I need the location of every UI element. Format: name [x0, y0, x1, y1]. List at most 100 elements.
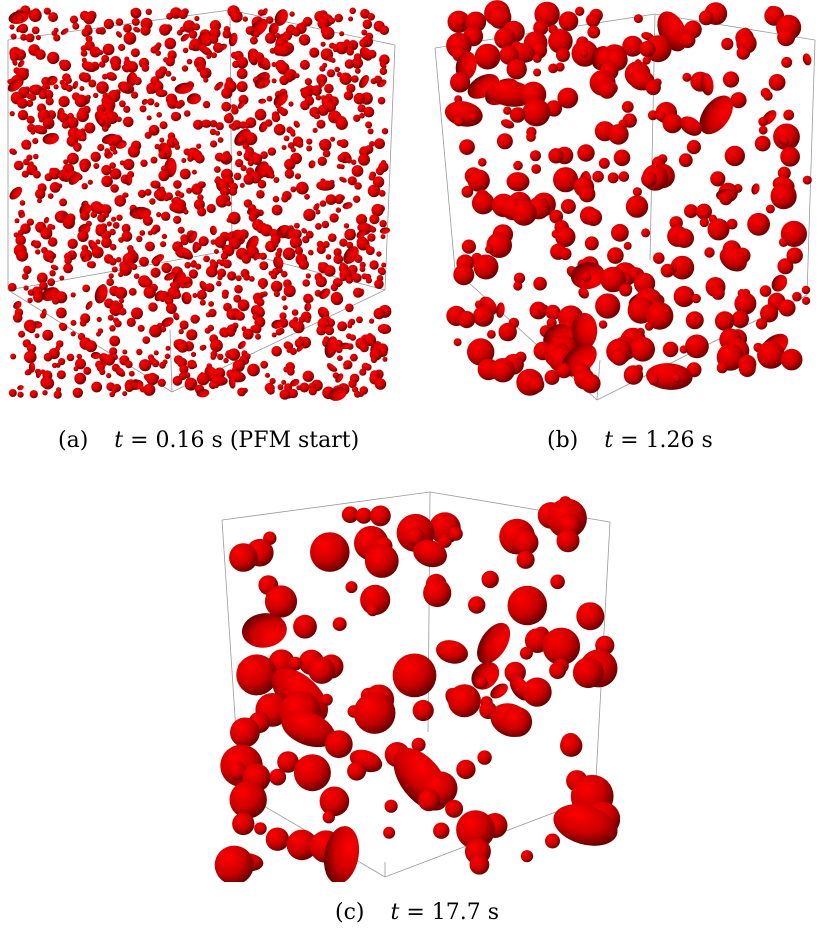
droplet [354, 255, 363, 263]
droplet [211, 52, 217, 59]
droplet [210, 339, 223, 352]
droplet [147, 230, 153, 236]
droplet [52, 362, 58, 369]
droplet [9, 186, 23, 200]
droplet [284, 158, 296, 171]
droplet [475, 676, 488, 689]
droplet [719, 247, 747, 272]
droplet [59, 198, 68, 207]
droplet [291, 309, 299, 316]
droplet [348, 379, 357, 389]
droplet [83, 12, 96, 25]
droplet [696, 203, 712, 220]
droplet [115, 31, 123, 38]
droplet [102, 125, 109, 132]
droplet [159, 24, 171, 36]
droplet [259, 57, 271, 71]
droplet [242, 328, 254, 340]
droplet [49, 270, 56, 277]
droplet [777, 28, 796, 47]
droplet [310, 532, 350, 572]
caption-b-label: (b) [547, 428, 579, 453]
droplet [236, 150, 243, 157]
droplet [721, 37, 734, 51]
droplet [217, 137, 224, 143]
droplet [678, 153, 693, 168]
droplet [47, 193, 54, 200]
droplet [42, 132, 60, 145]
droplet [196, 388, 210, 398]
droplet [381, 128, 389, 135]
droplet [520, 850, 534, 863]
droplet [254, 822, 267, 835]
droplet [123, 158, 135, 171]
droplet [349, 7, 357, 15]
droplet [461, 185, 474, 198]
droplet [370, 356, 378, 363]
droplet [17, 385, 24, 391]
droplet [252, 324, 262, 334]
droplet [108, 273, 114, 279]
droplet [371, 203, 384, 217]
droplet [271, 346, 283, 357]
droplet [356, 214, 368, 226]
droplet [273, 92, 288, 107]
droplet [118, 237, 124, 243]
droplet [365, 277, 372, 284]
droplet [79, 162, 90, 173]
droplet [770, 183, 797, 210]
droplet [777, 135, 789, 146]
droplet [199, 69, 210, 79]
droplet [229, 543, 258, 572]
droplet [380, 234, 386, 240]
droplet [156, 112, 162, 118]
droplet [369, 260, 379, 270]
droplet [277, 751, 299, 773]
droplet [164, 272, 176, 281]
droplet [81, 183, 88, 190]
droplet [560, 199, 576, 214]
droplet [449, 527, 463, 541]
droplet [366, 603, 379, 617]
droplet [736, 46, 751, 60]
droplet [178, 328, 184, 335]
droplet [273, 256, 284, 270]
droplet [311, 85, 322, 96]
droplet [210, 354, 216, 360]
droplet [158, 150, 167, 160]
droplet [254, 108, 267, 121]
droplet [50, 224, 56, 230]
droplet [96, 316, 102, 322]
droplet [347, 761, 367, 781]
droplet [143, 383, 156, 396]
droplet [233, 172, 242, 181]
droplet [59, 323, 68, 332]
droplet [164, 353, 171, 360]
droplet [513, 272, 526, 284]
droplet [522, 98, 551, 127]
droplet [214, 166, 221, 173]
droplet [369, 318, 375, 324]
droplet [131, 17, 140, 26]
droplet [209, 128, 217, 136]
droplet [133, 273, 140, 280]
droplet [308, 387, 317, 396]
droplet [179, 364, 189, 374]
droplet [335, 373, 344, 383]
droplet [378, 190, 386, 197]
droplet [183, 209, 189, 215]
droplet [356, 316, 363, 324]
droplet [296, 344, 304, 352]
droplet [286, 367, 295, 376]
droplet [213, 382, 219, 389]
droplet [580, 49, 588, 58]
droplet [644, 322, 654, 331]
droplet [102, 43, 115, 56]
droplet [47, 278, 56, 287]
droplet [332, 46, 339, 53]
droplet [192, 293, 198, 298]
droplet [271, 319, 284, 329]
droplet [194, 15, 200, 22]
droplet [289, 347, 297, 356]
droplet [405, 527, 425, 546]
